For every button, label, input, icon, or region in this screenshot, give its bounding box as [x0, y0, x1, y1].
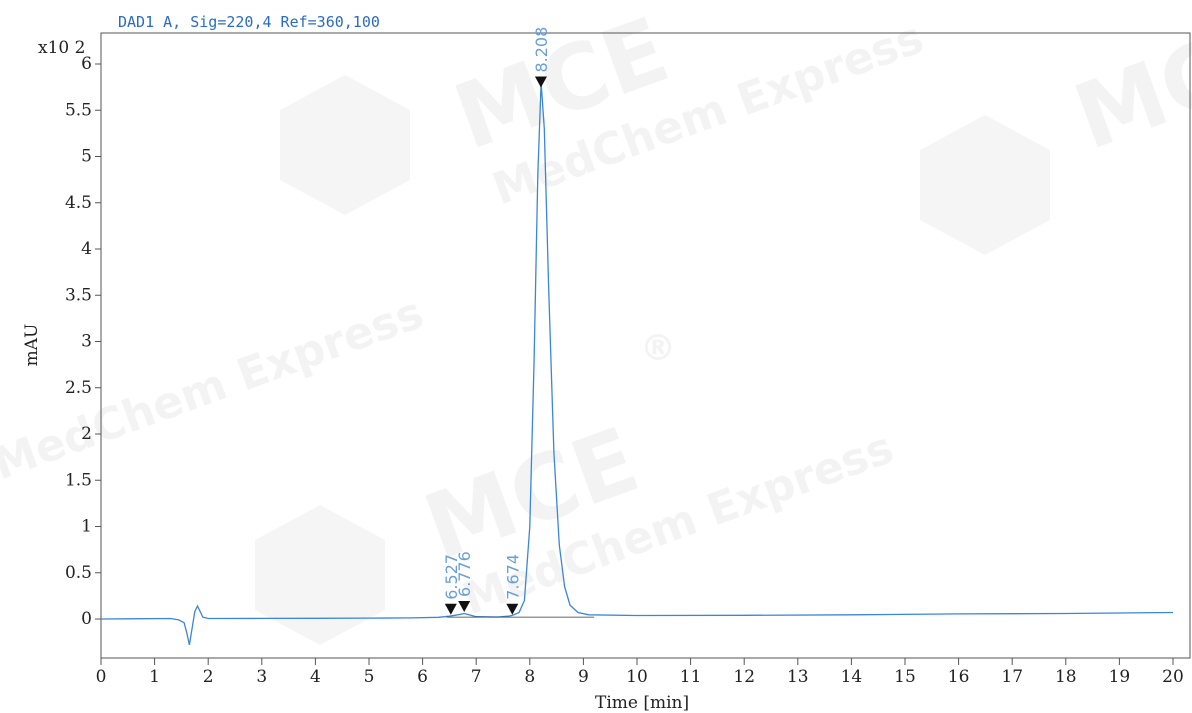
y-tick-label: 1.5: [65, 470, 92, 490]
peak-marker: [534, 76, 547, 88]
chart-title: DAD1 A, Sig=220,4 Ref=360,100: [118, 13, 380, 31]
peak-marker: [458, 600, 471, 612]
x-axis: 0 1 2 3 4 5 6 7 8 9 10 11 12 13 14 15 16 17 18 19 20: [96, 658, 1184, 687]
peak-label: 6.527: [442, 554, 461, 600]
y-tick-label: 3: [81, 332, 92, 352]
peak-marker: [444, 603, 457, 615]
y-tick-label: 1: [81, 517, 92, 537]
watermark-brand-3: MCE: [1062, 0, 1192, 171]
y-tick-label: 4: [81, 239, 92, 259]
x-tick-label: 7: [471, 667, 482, 687]
y-tick-label: 5: [81, 147, 92, 167]
y-tick-label: 4.5: [65, 193, 92, 213]
peak-label: 6.776: [455, 551, 474, 597]
y-tick-label: 0: [81, 609, 92, 629]
x-tick-label: 17: [1001, 667, 1023, 687]
x-tick-label: 19: [1109, 667, 1131, 687]
x-tick-label: 2: [203, 667, 214, 687]
peak-label: 7.674: [503, 554, 522, 600]
x-tick-label: 15: [894, 667, 916, 687]
x-axis-label: Time [min]: [595, 693, 689, 713]
x-tick-label: 6: [417, 667, 428, 687]
x-tick-label: 1: [149, 667, 160, 687]
y-tick-label: 2.5: [65, 378, 92, 398]
watermark-reg-mark: ®: [640, 328, 676, 369]
y-tick-label: 3.5: [65, 285, 92, 305]
y-tick-label: 0.5: [65, 563, 92, 583]
x-tick-label: 12: [733, 667, 755, 687]
x-tick-label: 9: [578, 667, 589, 687]
x-tick-label: 10: [626, 667, 648, 687]
series-layer: [100, 82, 1174, 646]
x-tick-label: 4: [310, 667, 321, 687]
x-tick-label: 3: [256, 667, 267, 687]
x-tick-label: 16: [948, 667, 970, 687]
watermark-logo-icon: [255, 75, 1050, 645]
y-axis-label: mAU: [22, 324, 42, 367]
watermark: MCE MedChem Express MCE MedChem Express …: [0, 0, 1192, 645]
plot-frame: [100, 32, 1191, 659]
x-tick-label: 20: [1162, 667, 1184, 687]
x-tick-label: 11: [680, 667, 702, 687]
x-tick-label: 8: [524, 667, 535, 687]
y-tick-label: 2: [81, 424, 92, 444]
x-tick-label: 18: [1055, 667, 1077, 687]
y-tick-label: 5.5: [65, 100, 92, 120]
y-tick-label: 6: [81, 54, 92, 74]
x-tick-label: 0: [96, 667, 107, 687]
x-tick-label: 5: [364, 667, 375, 687]
y-axis: 0 0.5 1 1.5 2 2.5 3 3.5 4 4.5 5 5.5 6: [65, 54, 101, 629]
peak-label: 8.208: [532, 27, 551, 73]
peak-marker: [506, 603, 519, 615]
x-tick-label: 14: [841, 667, 863, 687]
x-tick-label: 13: [787, 667, 809, 687]
y-axis-multiplier: x10 2: [38, 38, 85, 58]
